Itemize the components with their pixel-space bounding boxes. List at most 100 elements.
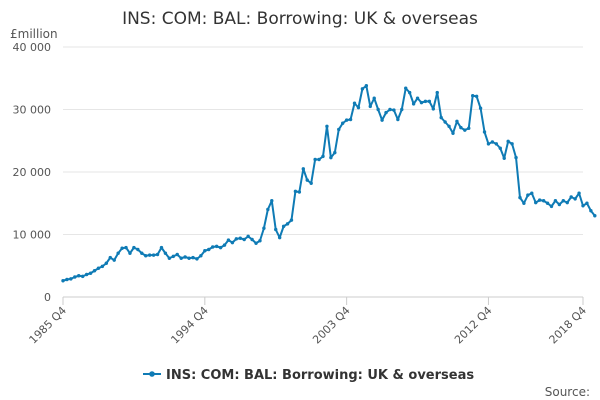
data-point[interactable] (116, 251, 120, 255)
data-point[interactable] (415, 96, 420, 100)
data-point[interactable] (573, 197, 577, 201)
data-point[interactable] (419, 100, 424, 105)
data-point[interactable] (388, 107, 392, 112)
data-point[interactable] (199, 254, 203, 258)
data-point[interactable] (447, 124, 451, 129)
data-point[interactable] (482, 130, 487, 134)
data-point[interactable] (270, 199, 274, 203)
data-point[interactable] (171, 254, 175, 259)
data-point[interactable] (77, 274, 81, 278)
data-point[interactable] (262, 226, 266, 230)
data-point[interactable] (360, 87, 365, 91)
data-point[interactable] (439, 115, 443, 120)
data-point[interactable] (136, 247, 140, 252)
data-point[interactable] (301, 167, 305, 171)
data-point[interactable] (376, 107, 380, 112)
data-point[interactable] (474, 94, 479, 99)
data-point[interactable] (396, 117, 400, 122)
data-point[interactable] (526, 193, 530, 197)
data-point[interactable] (451, 131, 455, 135)
data-point[interactable] (65, 277, 69, 282)
data-point[interactable] (214, 244, 219, 249)
data-point[interactable] (100, 264, 105, 269)
data-point[interactable] (289, 218, 294, 222)
data-point[interactable] (356, 105, 361, 110)
data-point[interactable] (518, 195, 522, 200)
data-point[interactable] (222, 243, 227, 247)
data-point[interactable] (120, 246, 124, 250)
data-point[interactable] (203, 249, 207, 253)
data-point[interactable] (266, 207, 270, 212)
data-point[interactable] (549, 204, 554, 209)
data-point[interactable] (569, 195, 573, 199)
data-point[interactable] (92, 269, 97, 273)
data-point[interactable] (207, 247, 211, 252)
data-point[interactable] (309, 181, 313, 185)
data-point[interactable] (352, 101, 357, 105)
data-point[interactable] (333, 150, 337, 155)
data-point[interactable] (250, 237, 254, 242)
data-point[interactable] (348, 117, 353, 122)
data-point[interactable] (467, 126, 471, 130)
data-point[interactable] (561, 199, 565, 203)
data-point[interactable] (112, 258, 116, 262)
data-point[interactable] (459, 125, 463, 130)
data-point[interactable] (380, 118, 384, 122)
data-point[interactable] (404, 86, 408, 90)
data-point[interactable] (553, 199, 558, 203)
data-point[interactable] (151, 253, 156, 257)
data-point[interactable] (486, 142, 491, 146)
data-point[interactable] (187, 256, 191, 260)
data-point[interactable] (443, 120, 447, 124)
data-point[interactable] (506, 139, 510, 144)
data-point[interactable] (364, 84, 369, 88)
data-point[interactable] (124, 245, 128, 250)
data-point[interactable] (344, 118, 349, 122)
data-point[interactable] (132, 245, 136, 250)
data-point[interactable] (175, 252, 179, 257)
data-point[interactable] (463, 128, 467, 132)
data-point[interactable] (585, 201, 589, 205)
data-point[interactable] (427, 99, 432, 104)
data-point[interactable] (226, 238, 231, 242)
data-point[interactable] (321, 154, 325, 159)
data-point[interactable] (230, 240, 235, 245)
legend[interactable]: INS: COM: BAL: Borrowing: UK & overseas (143, 368, 474, 383)
data-point[interactable] (372, 96, 376, 100)
data-point[interactable] (147, 253, 152, 257)
data-point[interactable] (317, 157, 321, 162)
data-point[interactable] (537, 198, 542, 202)
data-point[interactable] (155, 252, 160, 257)
data-point[interactable] (254, 241, 258, 245)
data-point[interactable] (293, 189, 298, 194)
data-point[interactable] (581, 204, 585, 208)
data-point[interactable] (557, 202, 562, 207)
data-point[interactable] (530, 191, 534, 195)
data-point[interactable] (218, 245, 223, 250)
data-point[interactable] (494, 142, 499, 146)
data-point[interactable] (534, 200, 538, 205)
data-point[interactable] (297, 190, 302, 194)
data-point[interactable] (392, 108, 396, 112)
data-point[interactable] (593, 214, 597, 218)
data-point[interactable] (84, 272, 89, 277)
data-point[interactable] (502, 156, 506, 160)
data-point[interactable] (159, 245, 164, 250)
data-point[interactable] (384, 110, 388, 115)
data-point[interactable] (407, 90, 412, 95)
data-point[interactable] (545, 201, 550, 205)
data-point[interactable] (108, 255, 112, 260)
data-point[interactable] (522, 201, 526, 205)
data-point[interactable] (61, 279, 65, 283)
data-point[interactable] (96, 266, 101, 270)
data-point[interactable] (195, 257, 199, 261)
data-point[interactable] (81, 274, 85, 279)
data-point[interactable] (411, 102, 416, 106)
data-point[interactable] (211, 245, 215, 249)
data-point[interactable] (490, 140, 495, 144)
data-point[interactable] (167, 256, 172, 260)
data-point[interactable] (277, 235, 282, 240)
data-point[interactable] (246, 234, 250, 239)
data-point[interactable] (471, 94, 475, 98)
data-point[interactable] (144, 254, 148, 258)
